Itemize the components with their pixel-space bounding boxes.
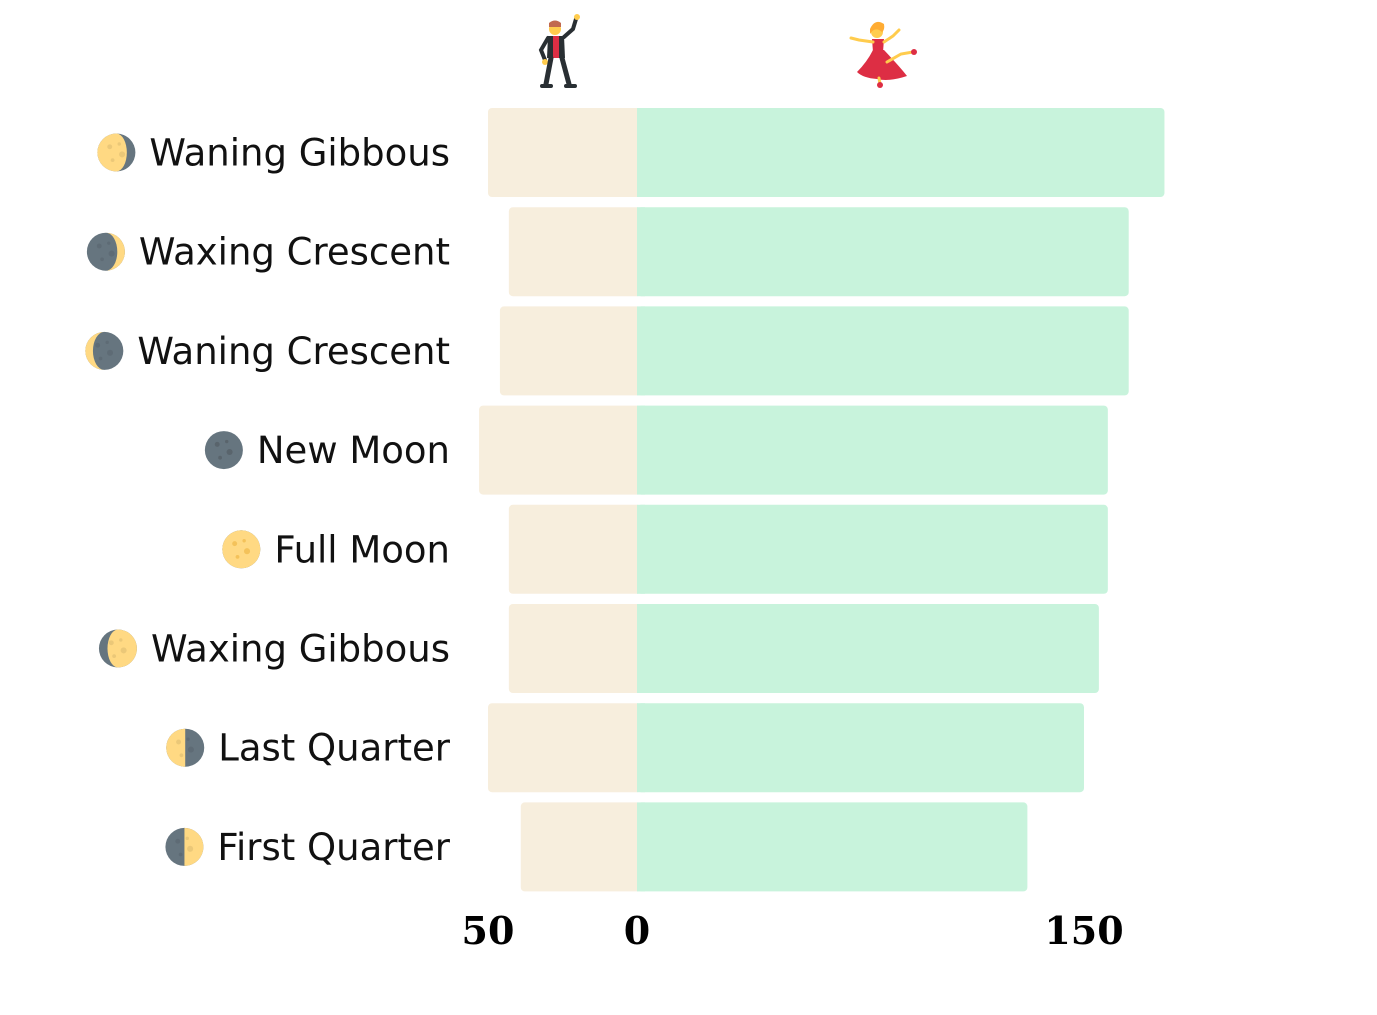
bar-left-7: [520, 802, 641, 892]
bar-right-edge-1: [637, 207, 645, 297]
waning-crescent-moon-icon: [85, 331, 124, 370]
category-label-1: Waxing Crescent: [139, 231, 450, 274]
x-tick-label-1: 0: [624, 908, 650, 953]
bar-left-6: [488, 703, 641, 793]
x-tick-label-0: 50: [462, 908, 515, 953]
last-quarter-moon-icon: [166, 728, 205, 767]
bar-right-7: [637, 802, 1028, 892]
bar-right-edge-7: [637, 802, 645, 892]
category-label-0: Waning Gibbous: [149, 132, 450, 175]
category-label-2: Waning Crescent: [137, 330, 450, 373]
category-label-5: Waxing Gibbous: [151, 628, 450, 671]
waning-gibbous-moon-icon: [97, 133, 136, 172]
category-label-6: Last Quarter: [218, 727, 451, 770]
legend-icons-group: [538, 14, 917, 88]
waxing-crescent-moon-icon: [86, 232, 125, 271]
bar-right-edge-4: [637, 504, 645, 594]
man-dancing-icon: [538, 14, 580, 88]
woman-dancing-icon: [849, 21, 917, 88]
bar-right-edge-3: [637, 405, 645, 495]
first-quarter-moon-icon: [165, 827, 204, 866]
bar-right-2: [637, 306, 1129, 396]
waxing-gibbous-moon-icon: [98, 629, 137, 668]
bar-right-edge-2: [637, 306, 645, 396]
bar-right-3: [637, 405, 1108, 495]
bar-right-1: [637, 207, 1129, 297]
category-label-3: New Moon: [257, 429, 450, 472]
bar-left-4: [508, 504, 641, 594]
bar-right-4: [637, 504, 1108, 594]
bar-left-3: [479, 405, 641, 495]
bar-left-5: [508, 604, 641, 693]
category-label-7: First Quarter: [217, 826, 450, 869]
category-label-4: Full Moon: [274, 528, 450, 571]
bar-right-edge-6: [637, 703, 645, 793]
bar-right-edge-5: [637, 604, 645, 693]
bar-right-0: [637, 108, 1165, 197]
bar-right-5: [637, 604, 1099, 693]
bar-right-edge-0: [637, 108, 645, 197]
x-axis-ticks-group: 50 0 150: [462, 908, 1124, 953]
bar-left-2: [499, 306, 641, 396]
full-moon-icon: [222, 530, 261, 569]
bar-left-1: [508, 207, 641, 297]
bar-right-6: [637, 703, 1084, 793]
x-tick-label-2: 150: [1044, 908, 1123, 953]
category-labels-group: Waning Gibbous Waxing Crescent Waning Cres…: [85, 132, 451, 869]
new-moon-icon: [204, 431, 243, 470]
bar-left-0: [488, 108, 641, 197]
bars-group: [479, 108, 1165, 892]
